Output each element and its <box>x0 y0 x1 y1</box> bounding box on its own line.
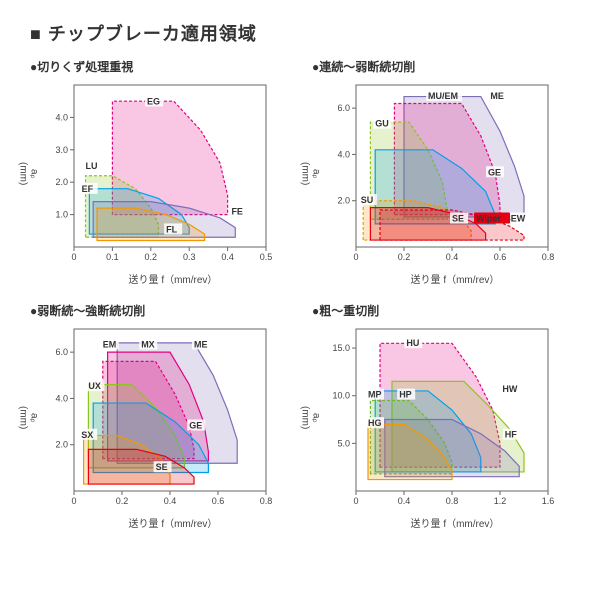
chart-grid: ●切りくず処理重視 切込みaₚ(mm) 0 0.1 0.2 0.3 0.4 0.5 1.0 2… <box>30 58 570 530</box>
svg-text:0.4: 0.4 <box>221 252 234 262</box>
tag-FE: FE <box>231 207 243 217</box>
tag-HW: HW <box>502 384 517 394</box>
y-axis-label: 切込みaₚ(mm) <box>312 79 326 269</box>
svg-text:0.4: 0.4 <box>398 496 411 506</box>
tag-GE: GE <box>488 167 501 177</box>
x-axis-label: 送り量 f（mm/rev） <box>30 515 288 530</box>
tag-FL: FL <box>166 224 177 234</box>
tag-EM: EM <box>103 340 117 350</box>
svg-text:1.6: 1.6 <box>542 496 555 506</box>
tag-GU: GU <box>375 119 389 129</box>
tag-HF: HF <box>505 430 517 440</box>
svg-text:6.0: 6.0 <box>55 347 68 357</box>
panel-title: ●切りくず処理重視 <box>30 58 288 75</box>
tag-SU: SU <box>361 195 374 205</box>
panel-0: ●切りくず処理重視 切込みaₚ(mm) 0 0.1 0.2 0.3 0.4 0.5 1.0 2… <box>30 58 288 286</box>
y-axis-label: 切込みaₚ(mm) <box>312 323 326 513</box>
chart-svg: 0 0.4 0.8 1.2 1.6 5.0 10.0 15.0 HU HW MP HP HG HF <box>326 323 556 513</box>
svg-text:0.2: 0.2 <box>398 252 411 262</box>
tag-ME: ME <box>194 340 208 350</box>
panel-2: ●弱断続～強断続切削 切込みaₚ(mm) 0 0.2 0.4 0.6 0.8 2.0 4.0… <box>30 302 288 530</box>
svg-text:0.2: 0.2 <box>145 252 158 262</box>
panel-1: ●連続～弱断続切削 切込みaₚ(mm) 0 0.2 0.4 0.6 0.8 2.0 4.0 6… <box>312 58 570 286</box>
svg-text:0.8: 0.8 <box>446 496 459 506</box>
svg-text:0: 0 <box>353 252 358 262</box>
tag-HP: HP <box>399 390 412 400</box>
x-axis-label: 送り量 f（mm/rev） <box>30 271 288 286</box>
svg-text:3.0: 3.0 <box>55 145 68 155</box>
tag-LU: LU <box>86 161 98 171</box>
svg-text:2.0: 2.0 <box>55 177 68 187</box>
svg-text:1.2: 1.2 <box>494 496 507 506</box>
tag-ME: ME <box>490 91 504 101</box>
svg-text:15.0: 15.0 <box>332 343 350 353</box>
svg-text:0: 0 <box>353 496 358 506</box>
svg-text:0.4: 0.4 <box>164 496 177 506</box>
svg-text:0.6: 0.6 <box>494 252 507 262</box>
tag-HG: HG <box>368 418 382 428</box>
svg-text:1.0: 1.0 <box>55 210 68 220</box>
tag-MX: MX <box>141 340 155 350</box>
y-axis-label: 切込みaₚ(mm) <box>30 323 44 513</box>
tag-EG: EG <box>147 96 160 106</box>
svg-text:0.5: 0.5 <box>260 252 273 262</box>
svg-text:5.0: 5.0 <box>337 438 350 448</box>
svg-text:0.2: 0.2 <box>116 496 129 506</box>
svg-text:0.8: 0.8 <box>260 496 273 506</box>
tag-MP: MP <box>368 390 382 400</box>
svg-text:0: 0 <box>71 496 76 506</box>
tag-HU: HU <box>406 338 419 348</box>
x-axis-label: 送り量 f（mm/rev） <box>312 271 570 286</box>
svg-text:6.0: 6.0 <box>337 103 350 113</box>
tag-SE: SE <box>452 214 464 224</box>
svg-text:0.4: 0.4 <box>446 252 459 262</box>
y-axis-label: 切込みaₚ(mm) <box>30 79 44 269</box>
chart-svg: 0 0.2 0.4 0.6 0.8 2.0 4.0 6.0 EM MX ME UX GE SX SE <box>44 323 274 513</box>
svg-text:0.8: 0.8 <box>542 252 555 262</box>
tag-Wiper: Wiper <box>476 214 501 224</box>
tag-UX: UX <box>88 381 101 391</box>
chart-svg: 00.20.40.60.82.04.06.0MU/EMMEGUGESUSESEW… <box>326 79 556 269</box>
svg-text:10.0: 10.0 <box>332 391 350 401</box>
svg-text:0.3: 0.3 <box>183 252 196 262</box>
svg-text:4.0: 4.0 <box>55 393 68 403</box>
tag-GE: GE <box>189 421 202 431</box>
panel-title: ●弱断続～強断続切削 <box>30 302 288 319</box>
panel-3: ●粗～重切削 切込みaₚ(mm) 0 0.4 0.8 1.2 1.6 5.0 10.0 15.… <box>312 302 570 530</box>
svg-text:0: 0 <box>71 252 76 262</box>
svg-text:0.1: 0.1 <box>106 252 119 262</box>
tag-SX: SX <box>81 430 93 440</box>
tag-EF: EF <box>82 184 94 194</box>
svg-text:4.0: 4.0 <box>55 112 68 122</box>
panel-title: ●連続～弱断続切削 <box>312 58 570 75</box>
svg-text:2.0: 2.0 <box>55 440 68 450</box>
svg-text:2.0: 2.0 <box>337 196 350 206</box>
svg-text:4.0: 4.0 <box>337 149 350 159</box>
svg-text:0.6: 0.6 <box>212 496 225 506</box>
main-title: ■ チップブレーカ適用領域 <box>30 20 570 46</box>
tag-SE: SE <box>156 462 168 472</box>
panel-title: ●粗～重切削 <box>312 302 570 319</box>
x-axis-label: 送り量 f（mm/rev） <box>312 515 570 530</box>
tag-MU/EM: MU/EM <box>428 91 458 101</box>
chart-svg: 0 0.1 0.2 0.3 0.4 0.5 1.0 2.0 3.0 4.0 EG LU EF FE FL <box>44 79 274 269</box>
